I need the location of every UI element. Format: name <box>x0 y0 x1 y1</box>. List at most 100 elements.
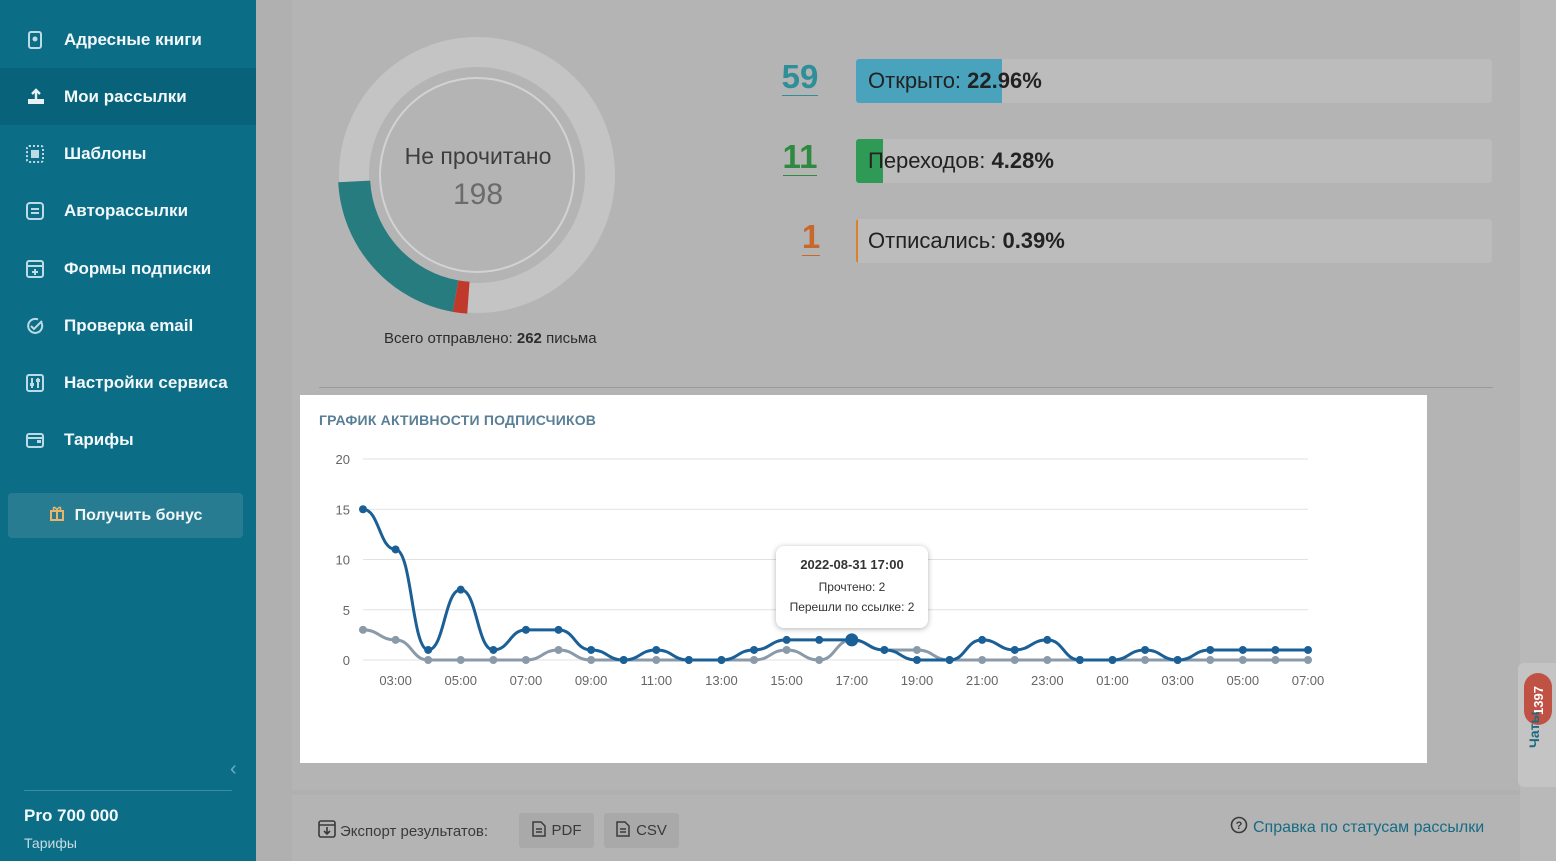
sidebar-item-tariffs[interactable]: Тарифы <box>0 411 256 468</box>
data-point-read[interactable] <box>782 635 791 644</box>
sidebar-item-templates[interactable]: Шаблоны <box>0 125 256 182</box>
tooltip-read: Прочтено: 2 <box>818 580 886 594</box>
data-point-read[interactable] <box>815 635 824 644</box>
sidebar-item-label: Мои рассылки <box>64 86 187 106</box>
data-point-clicked[interactable] <box>456 656 465 664</box>
donut-opened-segment <box>338 180 459 312</box>
chats-label[interactable]: Чаты <box>1526 711 1542 748</box>
sidebar-item-address-books[interactable]: Адресные книги <box>0 11 256 68</box>
sidebar-item-label: Авторассылки <box>64 200 189 220</box>
data-point-clicked[interactable] <box>1304 656 1312 664</box>
total-sent-value: 262 <box>516 330 542 347</box>
data-point-clicked[interactable] <box>424 656 433 664</box>
data-point-read[interactable] <box>1173 656 1182 664</box>
data-point-clicked[interactable] <box>1206 656 1215 664</box>
unread-donut-chart <box>338 37 615 314</box>
data-point-clicked[interactable] <box>391 635 400 644</box>
data-point-read[interactable] <box>880 645 889 654</box>
data-point-read[interactable] <box>845 633 859 647</box>
collapse-sidebar-chevron-icon[interactable]: ‹ <box>230 758 237 780</box>
clicks-count[interactable]: 11 <box>782 138 818 176</box>
sidebar-item-my-mailings[interactable]: Мои рассылки <box>0 68 256 125</box>
opened-count[interactable]: 59 <box>781 58 819 96</box>
donut-center-value: 198 <box>452 178 504 211</box>
y-tick-label: 0 <box>343 653 350 668</box>
data-point-clicked[interactable] <box>1043 656 1052 664</box>
status-help-link[interactable]: ? Справка по статусам рассылки <box>1230 816 1484 839</box>
sidebar-item-service-settings[interactable]: Настройки сервиса <box>0 354 256 411</box>
x-tick-label: 05:00 <box>1227 673 1260 688</box>
data-point-clicked[interactable] <box>1238 656 1247 664</box>
opened-bar-fill <box>856 59 1003 103</box>
data-point-read[interactable] <box>684 656 693 664</box>
data-point-clicked[interactable] <box>912 645 921 654</box>
data-point-clicked[interactable] <box>750 656 759 664</box>
data-point-read[interactable] <box>1238 645 1247 654</box>
data-point-read[interactable] <box>1206 645 1215 654</box>
opened-bar: Открыто: 22.96% <box>856 59 1492 103</box>
data-point-read[interactable] <box>554 625 563 634</box>
clicks-label: Переходов: 4.28% <box>868 148 1054 173</box>
x-tick-label: 01:00 <box>1096 673 1129 688</box>
sidebar-item-label: Адресные книги <box>64 29 202 49</box>
data-point-read[interactable] <box>619 656 628 664</box>
donut-unsubscribed-segment <box>452 280 470 314</box>
data-point-read[interactable] <box>1304 645 1312 654</box>
export-pdf-button[interactable]: PDF <box>519 813 594 848</box>
unsubscribed-bar-fill <box>856 219 859 263</box>
data-point-read[interactable] <box>391 545 400 554</box>
data-point-clicked[interactable] <box>652 656 661 664</box>
data-point-clicked[interactable] <box>554 645 563 654</box>
data-point-clicked[interactable] <box>978 656 987 664</box>
data-point-read[interactable] <box>489 645 498 654</box>
unsubscribed-count[interactable]: 1 <box>801 218 821 256</box>
unsubscribed-label: Отписались: 0.39% <box>868 228 1065 253</box>
data-point-read[interactable] <box>1043 635 1052 644</box>
export-results-label: Экспорт результатов: <box>318 820 488 842</box>
plan-tariffs-link[interactable]: Тарифы <box>24 835 77 851</box>
data-point-read[interactable] <box>1108 656 1117 664</box>
data-point-read[interactable] <box>1271 645 1280 654</box>
get-bonus-button[interactable]: Получить бонус <box>8 493 243 538</box>
data-point-read[interactable] <box>521 625 530 634</box>
chart-title: ГРАФИК АКТИВНОСТИ ПОДПИСЧИКОВ <box>319 412 597 428</box>
data-point-read[interactable] <box>424 645 433 654</box>
data-point-clicked[interactable] <box>489 656 498 664</box>
data-point-clicked[interactable] <box>587 656 596 664</box>
sidebar-item-label: Шаблоны <box>64 143 147 163</box>
data-point-clicked[interactable] <box>521 656 530 664</box>
data-point-clicked[interactable] <box>1010 656 1019 664</box>
sidebar-item-email-check[interactable]: Проверка email <box>0 297 256 354</box>
data-point-read[interactable] <box>912 656 921 664</box>
x-tick-label: 05:00 <box>444 673 477 688</box>
data-point-clicked[interactable] <box>782 645 791 654</box>
total-sent-caption: Всего отправлено: 262 письма <box>384 330 597 347</box>
tooltip-clicked: Перешли по ссылке: 2 <box>789 600 915 614</box>
section-divider <box>319 387 1493 388</box>
data-point-read[interactable] <box>1075 656 1084 664</box>
data-point-read[interactable] <box>1141 645 1150 654</box>
data-point-read[interactable] <box>750 645 759 654</box>
data-point-read[interactable] <box>456 585 465 594</box>
data-point-read[interactable] <box>945 656 954 664</box>
data-point-read[interactable] <box>587 645 596 654</box>
sidebar-item-autoresponders[interactable]: Авторассылки <box>0 182 256 239</box>
data-point-read[interactable] <box>1010 645 1019 654</box>
sidebar-item-subscription-forms[interactable]: Формы подписки <box>0 240 256 297</box>
x-tick-label: 11:00 <box>640 673 672 688</box>
data-point-read[interactable] <box>359 505 367 514</box>
x-tick-label: 19:00 <box>901 673 934 688</box>
y-tick-label: 20 <box>336 452 350 467</box>
unsubscribed-bar: Отписались: 0.39% <box>856 219 1492 263</box>
x-tick-label: 15:00 <box>770 673 803 688</box>
data-point-read[interactable] <box>717 656 726 664</box>
data-point-clicked[interactable] <box>1271 656 1280 664</box>
export-csv-button[interactable]: CSV <box>604 813 679 848</box>
data-point-clicked[interactable] <box>1141 656 1150 664</box>
data-point-read[interactable] <box>978 635 987 644</box>
data-point-clicked[interactable] <box>815 656 824 664</box>
opened-label: Открыто: 22.96% <box>868 68 1042 93</box>
data-point-read[interactable] <box>652 645 661 654</box>
y-tick-label: 10 <box>336 553 350 568</box>
data-point-clicked[interactable] <box>359 625 367 634</box>
